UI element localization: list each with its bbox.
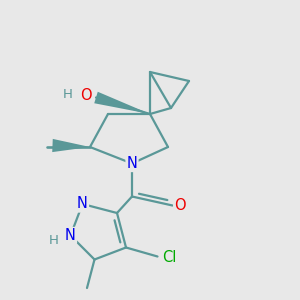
Text: N: N xyxy=(127,156,137,171)
Text: Cl: Cl xyxy=(162,250,177,266)
Polygon shape xyxy=(94,92,150,114)
Text: H: H xyxy=(49,233,59,247)
Text: N: N xyxy=(77,196,88,211)
Text: O: O xyxy=(80,88,91,104)
Polygon shape xyxy=(52,139,90,152)
Text: O: O xyxy=(174,198,186,213)
Text: H: H xyxy=(63,88,72,101)
Text: N: N xyxy=(65,228,76,243)
